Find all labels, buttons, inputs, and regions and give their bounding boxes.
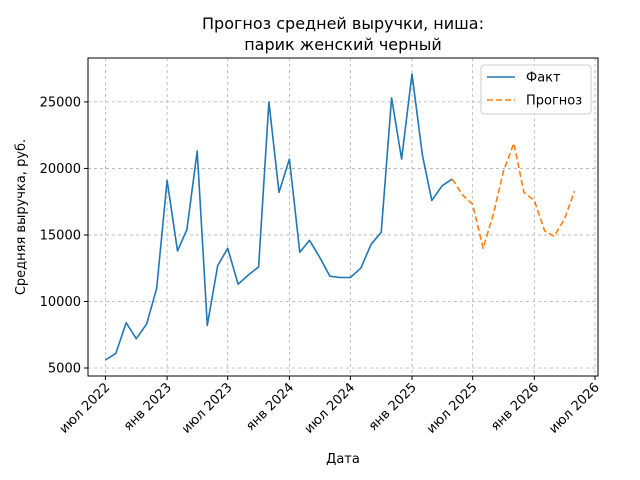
series-line-2 (451, 142, 576, 250)
chart-title-line1: Прогноз средней выручки, ниша: (202, 14, 484, 33)
y-axis: 5000 10000 15000 20000 25000 (40, 95, 88, 377)
chart-title-line2: парик женский черный (244, 35, 442, 54)
y-tick-label: 5000 (48, 362, 81, 377)
y-tick-label: 20000 (40, 162, 81, 177)
y-tick-label: 10000 (40, 295, 81, 310)
legend-label-1: Факт (526, 71, 561, 86)
legend: Факт Прогноз (480, 64, 592, 115)
series-group (104, 73, 576, 361)
y-tick-label: 15000 (40, 228, 81, 243)
series-line-1 (104, 73, 453, 361)
plot-frame (87, 57, 599, 377)
y-tick-label: 25000 (40, 95, 81, 110)
grid-lines (88, 58, 598, 376)
y-axis-label: Средняя выручка, руб. (14, 139, 29, 295)
x-axis-label: Дата (326, 452, 360, 467)
legend-label-2: Прогноз (526, 94, 582, 109)
